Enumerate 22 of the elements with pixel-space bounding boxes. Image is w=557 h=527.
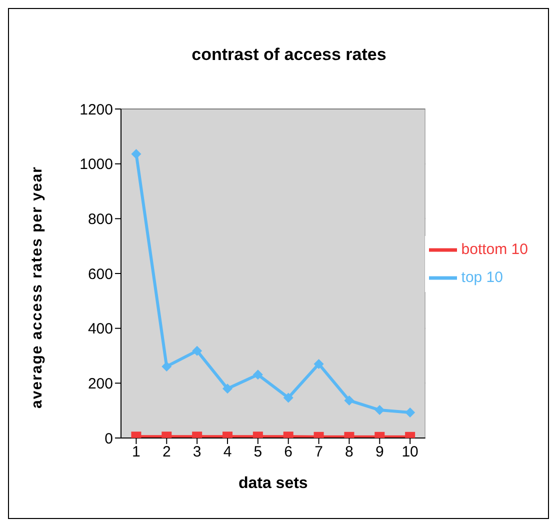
x-tick-label: 2 — [162, 444, 171, 461]
y-axis-title: average access rates per year — [28, 166, 46, 408]
x-tick-label: 3 — [192, 444, 202, 461]
legend-label: bottom 10 — [461, 240, 528, 258]
y-tick-label: 400 — [88, 320, 113, 338]
x-tick-label: 5 — [254, 444, 262, 461]
x-tick-label: 4 — [223, 444, 232, 461]
x-tick-label: 1 — [132, 444, 140, 461]
x-tick-label: 9 — [375, 444, 384, 461]
x-tick-label: 8 — [345, 444, 354, 461]
y-tick-label: 200 — [88, 375, 113, 392]
legend-label: top 10 — [461, 268, 503, 286]
y-tick-label: 1200 — [80, 101, 113, 118]
y-tick-label: 1000 — [80, 156, 113, 174]
chart-title: contrast of access rates — [190, 45, 388, 65]
y-tick-label: 600 — [88, 266, 113, 283]
x-axis-title: data sets — [238, 475, 308, 492]
x-tick-label: 10 — [402, 444, 418, 461]
x-tick-label: 6 — [284, 444, 293, 461]
y-tick-label: 0 — [104, 430, 113, 448]
x-tick-label: 7 — [314, 444, 323, 461]
y-tick-label: 800 — [88, 210, 113, 228]
